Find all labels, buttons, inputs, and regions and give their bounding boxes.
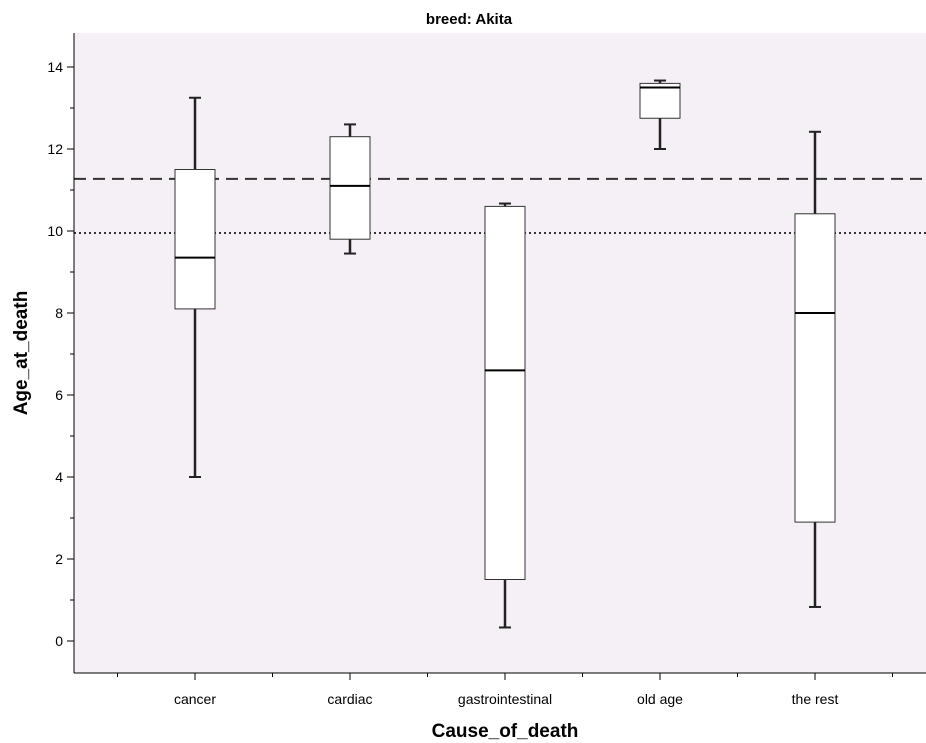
x-tick-label: cancer — [174, 691, 216, 707]
box-iqr — [794, 213, 836, 523]
y-tick-label: 8 — [55, 305, 63, 321]
chart-title: breed: Akita — [426, 11, 513, 28]
x-tick-label: old age — [637, 691, 683, 707]
x-tick-label: gastrointestinal — [458, 691, 552, 707]
y-axis-title: Age_at_death — [11, 291, 32, 416]
x-tick-label: the rest — [792, 691, 839, 707]
y-tick-label: 12 — [47, 141, 63, 157]
y-tick-label: 14 — [47, 59, 63, 75]
y-tick-label: 4 — [55, 469, 63, 485]
box-iqr — [639, 82, 681, 119]
x-axis-title: Cause_of_death — [432, 721, 579, 742]
box-iqr — [329, 136, 371, 240]
y-tick-label: 0 — [55, 633, 63, 649]
y-tick-label: 6 — [55, 387, 63, 403]
box-iqr — [174, 169, 216, 310]
box-iqr — [484, 205, 526, 580]
y-tick-label: 10 — [47, 223, 63, 239]
y-tick-label: 2 — [55, 551, 63, 567]
x-tick-label: cardiac — [327, 691, 372, 707]
